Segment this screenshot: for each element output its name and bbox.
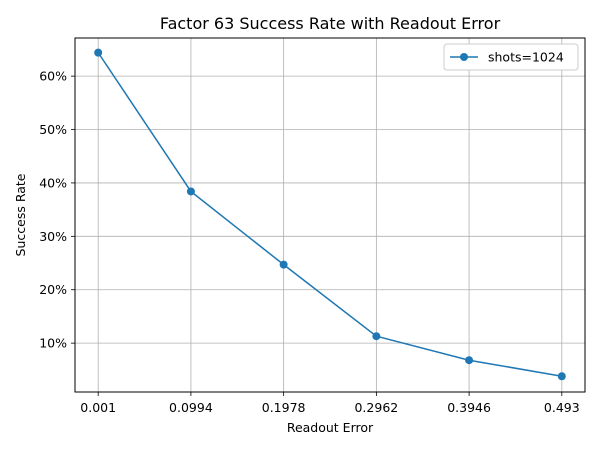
- x-tick-label: 0.001: [80, 400, 116, 415]
- data-point: [557, 372, 566, 381]
- plot-frame: [74, 37, 586, 393]
- series-line: [97, 52, 562, 377]
- data-point: [94, 48, 103, 57]
- grid-lines: [75, 38, 585, 392]
- y-tick-label: 60%: [39, 69, 67, 84]
- y-axis-label: Success Rate: [13, 173, 28, 256]
- data-point: [465, 356, 474, 365]
- y-tick-label: 10%: [39, 336, 67, 351]
- chart-title: Factor 63 Success Rate with Readout Erro…: [160, 14, 501, 33]
- legend: shots=1024: [443, 43, 579, 71]
- series-layer: [94, 48, 566, 381]
- y-axis-ticks: 10% 20% 30% 40% 50% 60%: [39, 69, 75, 351]
- y-tick-label: 40%: [39, 175, 67, 190]
- y-tick-label: 50%: [39, 122, 67, 137]
- legend-marker: [460, 53, 468, 61]
- x-axis-ticks: 0.001 0.0994 0.1978 0.2962 0.3946 0.493: [80, 392, 580, 415]
- x-tick-label: 0.3946: [447, 400, 491, 415]
- x-tick-label: 0.2962: [354, 400, 398, 415]
- data-point: [279, 260, 288, 269]
- y-tick-label: 20%: [39, 282, 67, 297]
- data-point: [372, 332, 381, 341]
- legend-box: [443, 43, 579, 71]
- data-point: [186, 187, 195, 196]
- x-tick-label: 0.0994: [169, 400, 213, 415]
- x-axis-label: Readout Error: [287, 420, 374, 435]
- y-tick-label: 30%: [39, 229, 67, 244]
- x-tick-label: 0.493: [544, 400, 580, 415]
- legend-label: shots=1024: [488, 50, 564, 65]
- x-tick-label: 0.1978: [262, 400, 306, 415]
